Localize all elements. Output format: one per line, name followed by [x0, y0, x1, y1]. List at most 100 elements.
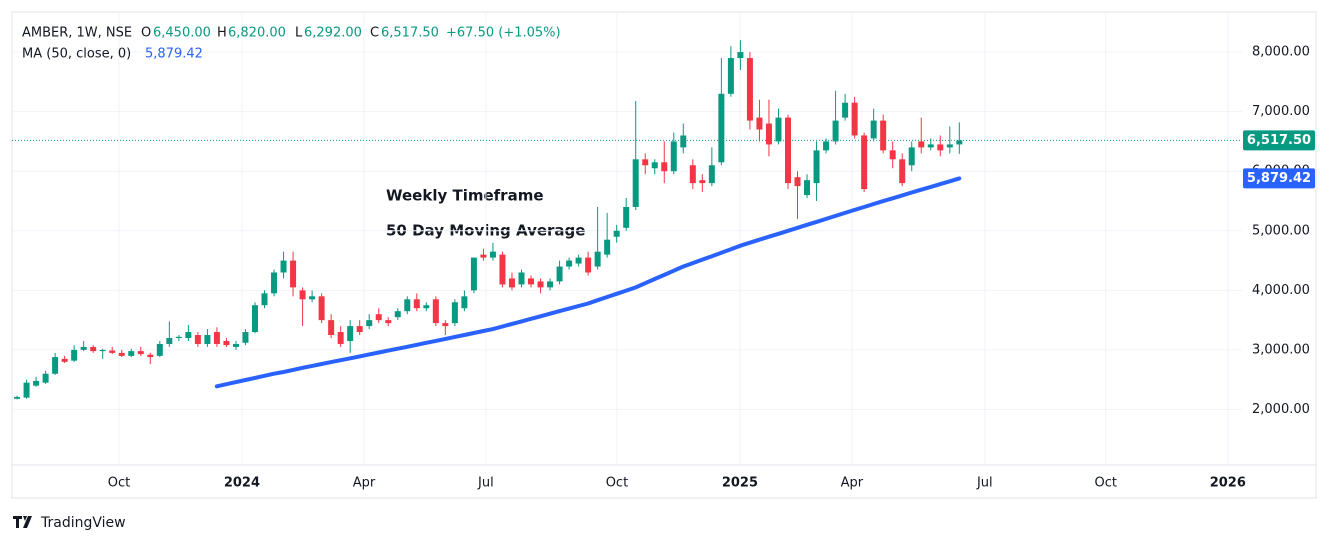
x-tick-label: Oct — [1095, 476, 1117, 491]
y-tick-label: 3,000.00 — [1252, 342, 1310, 357]
candle-body — [347, 326, 354, 341]
ohlc-label: O — [141, 26, 151, 41]
ohlc-label: H — [217, 26, 227, 41]
candle-body — [861, 135, 868, 190]
candle-body — [309, 296, 316, 300]
y-tick-label: 4,000.00 — [1252, 283, 1310, 298]
candle-body — [832, 120, 839, 142]
candle-body — [280, 260, 287, 273]
candle-body — [213, 332, 220, 344]
last-price-tag: 6,517.50 — [1247, 133, 1311, 148]
candle-body — [251, 305, 258, 333]
candle-body — [727, 58, 734, 94]
ohlc-label: L — [295, 26, 303, 41]
candle-body — [756, 117, 763, 130]
candle-body — [737, 52, 744, 59]
candle-body — [651, 162, 658, 169]
brand: TradingView — [40, 515, 126, 531]
candle-body — [918, 141, 925, 148]
candle-body — [356, 326, 363, 333]
candle-body — [423, 305, 430, 309]
candle-body — [804, 180, 811, 196]
candle-body — [927, 144, 934, 148]
candle-body — [23, 382, 30, 398]
last-price-tag-bg — [1243, 130, 1315, 151]
ohlc-value: 6,292.00 — [304, 26, 362, 41]
candle-body — [851, 102, 858, 136]
ma-label: MA (50, close, 0) — [22, 47, 131, 62]
ma-value: 5,879.42 — [145, 47, 203, 62]
candle-body — [261, 293, 268, 306]
candle-body — [375, 314, 382, 321]
candle-body — [337, 332, 344, 344]
annotation: Weekly Timeframe — [386, 187, 544, 205]
candle-body — [242, 332, 249, 343]
candle-body — [52, 357, 59, 374]
candle-body — [394, 311, 401, 318]
candle-body — [271, 272, 278, 294]
y-tick-label: 7,000.00 — [1252, 104, 1310, 119]
x-tick-label: Jul — [477, 476, 494, 491]
candle-body — [566, 260, 573, 267]
candle-body — [508, 278, 515, 288]
candle-body — [575, 257, 582, 264]
candle-body — [689, 165, 696, 184]
candle-body — [156, 343, 163, 356]
logo: TradingView — [13, 515, 126, 531]
candle-body — [775, 117, 782, 142]
candle-body — [708, 165, 715, 184]
candle-body — [870, 120, 877, 139]
candle-body — [61, 358, 68, 362]
candle-body — [746, 58, 753, 121]
candle-body — [585, 257, 592, 273]
candle-body — [556, 266, 563, 282]
candle-body — [718, 93, 725, 163]
candle-body — [71, 349, 78, 361]
x-tick-label: Oct — [108, 476, 130, 491]
x-tick-label: 2024 — [224, 476, 260, 491]
candle-body — [699, 180, 706, 184]
candle-body — [99, 349, 106, 352]
x-tick-label: 2025 — [722, 476, 758, 491]
ohlc-value: 6,820.00 — [228, 26, 286, 41]
logo-mark — [13, 516, 32, 528]
candle-body — [14, 396, 21, 399]
ohlc-label: C — [370, 26, 379, 41]
candle-body — [784, 117, 791, 184]
candle-body — [137, 351, 144, 355]
x-tick-label: 2026 — [1210, 476, 1246, 491]
candle-body — [328, 320, 335, 336]
chart-frame — [11, 11, 1317, 499]
candle-body — [432, 299, 439, 324]
candle-body — [223, 340, 230, 346]
x-tick-label: Jul — [976, 476, 993, 491]
x-tick-label: Apr — [841, 476, 864, 491]
y-tick-label: 5,000.00 — [1252, 223, 1310, 238]
candle-body — [823, 141, 830, 151]
ma-price-tag-bg — [1243, 168, 1315, 189]
candle-body — [937, 144, 944, 151]
candle-body — [109, 350, 116, 353]
candle-body — [956, 140, 963, 145]
ma-price-tag: 5,879.42 — [1247, 171, 1311, 186]
candle-body — [366, 320, 373, 327]
candle-body — [537, 281, 544, 288]
candle-body — [623, 206, 630, 228]
candle-body — [908, 147, 915, 166]
candle-body — [299, 290, 306, 300]
candle-body — [842, 102, 849, 118]
candle-body — [413, 299, 420, 309]
candle-body — [42, 373, 49, 383]
ohlc-value: 6,450.00 — [153, 26, 211, 41]
candle-body — [318, 296, 325, 321]
candle-body — [528, 278, 535, 285]
legend-header: AMBER, 1W, NSE O 6,450.00 H 6,820.00 L 6… — [22, 26, 561, 62]
candle-body — [470, 257, 477, 291]
candle-body — [33, 380, 40, 386]
y-tick-label: 8,000.00 — [1252, 45, 1310, 60]
candle-body — [461, 296, 468, 309]
candle-body — [451, 302, 458, 324]
candle-body — [880, 120, 887, 151]
candle-body — [765, 123, 772, 145]
